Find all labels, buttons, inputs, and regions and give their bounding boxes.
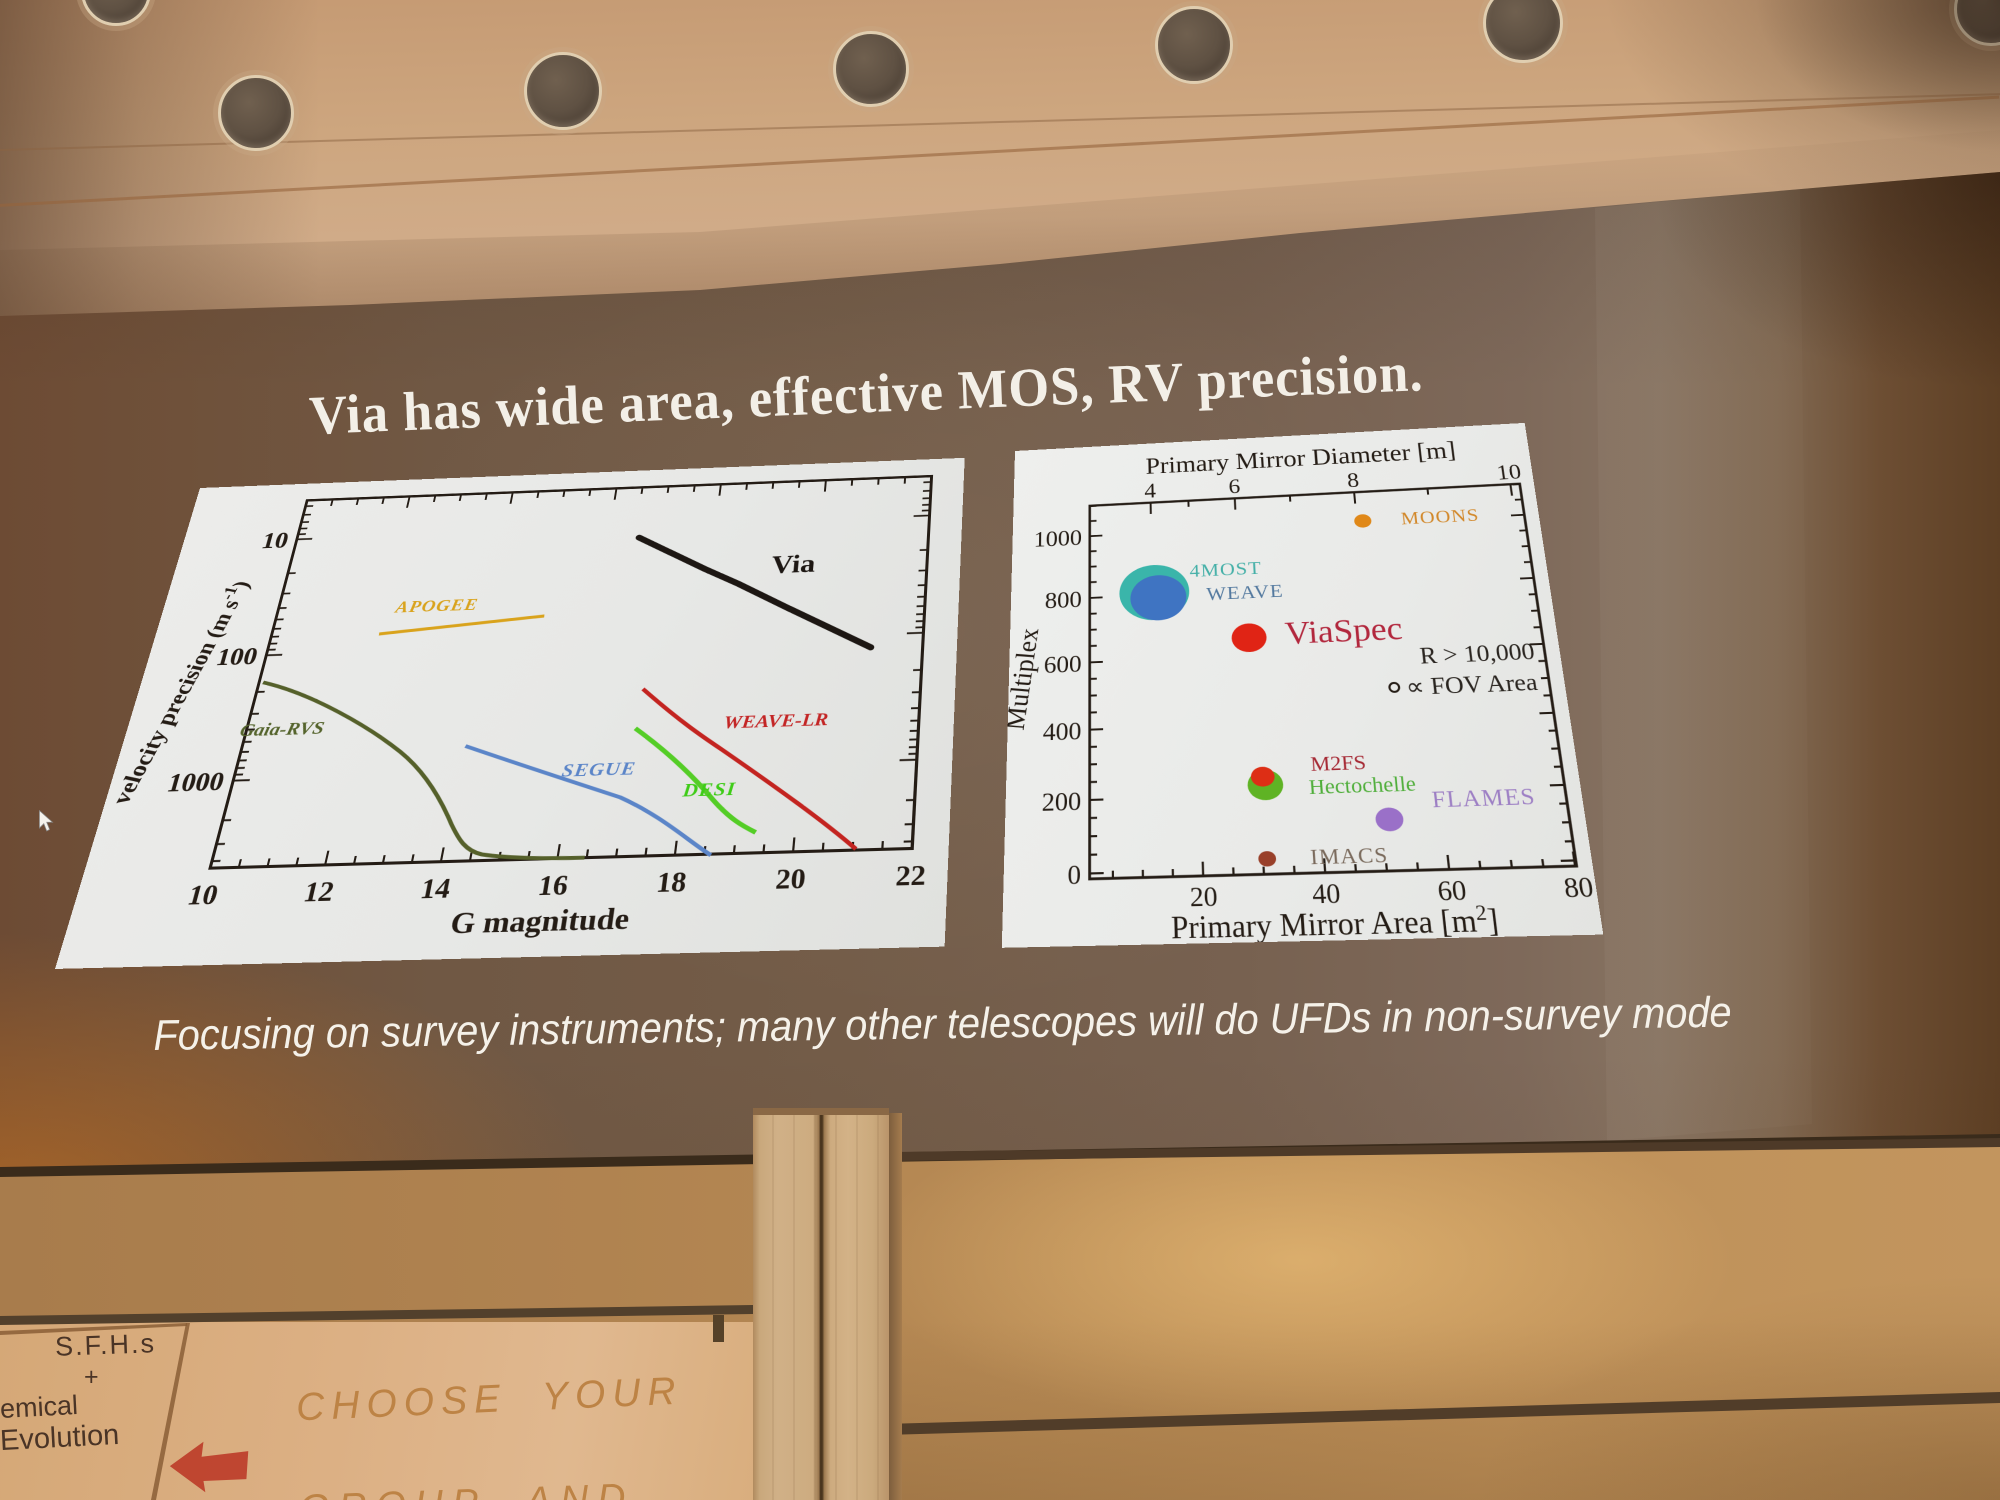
svg-text:6: 6 <box>1228 476 1241 499</box>
svg-text:WEAVE: WEAVE <box>1206 580 1284 605</box>
svg-text:10: 10 <box>259 528 292 554</box>
svg-text:12: 12 <box>301 876 337 908</box>
svg-text:IMACS: IMACS <box>1309 842 1389 870</box>
svg-text:18: 18 <box>655 866 689 898</box>
svg-text:1000: 1000 <box>164 767 228 798</box>
svg-text:10: 10 <box>1495 461 1523 485</box>
svg-text:Via: Via <box>770 550 817 579</box>
svg-text:1000: 1000 <box>1034 526 1082 552</box>
svg-text:100: 100 <box>213 643 260 671</box>
svg-text:DESI: DESI <box>680 778 737 801</box>
svg-text:400: 400 <box>1043 718 1082 746</box>
svg-text:8: 8 <box>1346 470 1360 493</box>
svg-text:10: 10 <box>184 879 221 911</box>
svg-text:∝ FOV Area: ∝ FOV Area <box>1405 670 1540 701</box>
svg-text:Gaia-RVS: Gaia-RVS <box>238 718 327 741</box>
svg-text:16: 16 <box>536 869 570 901</box>
svg-text:WEAVE-LR: WEAVE-LR <box>723 709 830 733</box>
svg-text:20: 20 <box>1189 882 1218 913</box>
svg-text:MOONS: MOONS <box>1400 504 1481 529</box>
svg-text:0: 0 <box>1067 861 1081 891</box>
svg-text:800: 800 <box>1045 588 1082 614</box>
svg-text:G magnitude: G magnitude <box>448 902 632 941</box>
svg-text:ViaSpec: ViaSpec <box>1284 611 1404 652</box>
svg-text:200: 200 <box>1042 788 1082 817</box>
svg-text:600: 600 <box>1044 652 1082 679</box>
svg-text:60: 60 <box>1436 876 1468 907</box>
svg-text:4: 4 <box>1144 480 1156 503</box>
svg-text:FLAMES: FLAMES <box>1431 783 1538 812</box>
svg-text:14: 14 <box>418 873 453 905</box>
svg-text:22: 22 <box>895 860 927 892</box>
svg-text:80: 80 <box>1562 873 1596 904</box>
svg-text:APOGEE: APOGEE <box>393 596 480 617</box>
svg-text:Hectochelle: Hectochelle <box>1308 771 1417 799</box>
svg-text:4MOST: 4MOST <box>1189 557 1262 581</box>
svg-text:40: 40 <box>1311 879 1341 910</box>
svg-text:R > 10,000: R > 10,000 <box>1419 640 1537 670</box>
svg-text:M2FS: M2FS <box>1310 750 1367 776</box>
svg-text:Primary Mirror Diameter [m]: Primary Mirror Diameter [m] <box>1145 437 1457 479</box>
svg-text:20: 20 <box>774 863 807 895</box>
svg-text:SEGUE: SEGUE <box>560 758 637 781</box>
